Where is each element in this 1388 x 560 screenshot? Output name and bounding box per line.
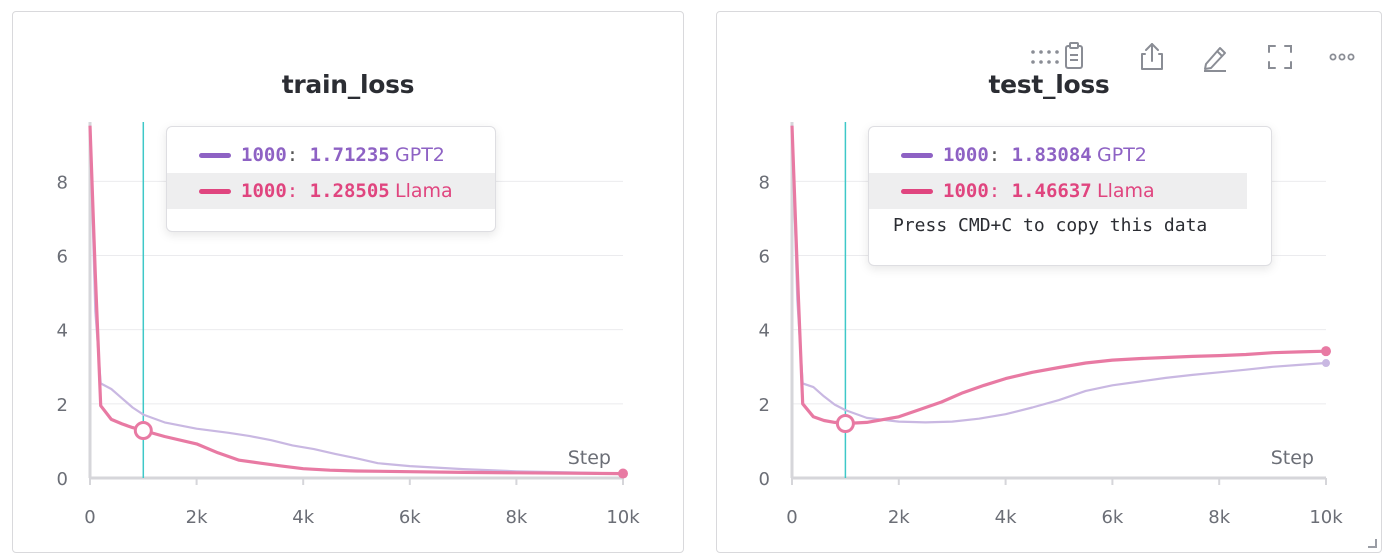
series-end-point [1321,346,1331,357]
tooltip-series-name: Llama [395,180,453,202]
tooltip-step: 1000 [943,144,989,166]
llama-swatch [199,189,231,194]
series-end-point [618,468,628,479]
y-tick-label: 6 [57,247,68,268]
test-loss-panel: 0 2 4 6 8 0 2k 4k 6k 8k 10k Step test_loss [716,11,1382,553]
x-tick-label: 4k [292,507,314,528]
series-line-llama [88,125,624,476]
chart-title: test_loss [988,70,1110,99]
x-tick-label: 0 [84,507,95,528]
pencil-icon[interactable] [1198,40,1232,74]
tooltip-series-name: GPT2 [395,144,445,166]
x-tick-label: 8k [1208,507,1230,528]
resize-handle-icon[interactable] [1367,538,1377,548]
x-tick-label: 6k [399,507,421,528]
tooltip-series-name: GPT2 [1097,144,1147,166]
x-tick-label: 2k [888,507,910,528]
tooltip-value: 1.46637 [1011,180,1092,202]
drag-handle-icon[interactable] [1027,40,1091,74]
y-tick-label: 4 [759,321,770,342]
tooltip-row-gpt2: 1000: 1.71235 GPT2 [167,137,495,173]
hover-tooltip: 1000: 1.83084 GPT2 1000: 1.46637 Llama P… [868,126,1272,266]
hover-tooltip: 1000: 1.71235 GPT2 1000: 1.28505 Llama [166,126,496,232]
tooltip-row-gpt2: 1000: 1.83084 GPT2 [869,137,1271,173]
series-line-llama [790,125,1327,426]
train-loss-chart[interactable]: 0 2 4 6 8 0 2k 4k 6k 8k 10k Step [13,12,685,554]
y-tick-label: 8 [759,172,770,193]
copy-hint: Press CMD+C to copy this data [893,215,1208,236]
series-end-point [1322,359,1330,368]
y-tick-label: 2 [759,395,770,416]
tooltip-series-name: Llama [1097,180,1155,202]
y-tick-label: 8 [57,172,68,193]
x-axis-label: Step [1271,447,1314,469]
x-tick-label: 0 [786,507,797,528]
gpt2-swatch [901,153,933,158]
x-tick-label: 4k [995,507,1017,528]
tooltip-row-llama: 1000: 1.28505 Llama [167,173,495,209]
y-tick-label: 6 [759,247,770,268]
series-line-gpt2 [88,125,624,475]
tooltip-step: 1000 [241,180,287,202]
train-loss-panel: 0 2 4 6 8 0 2k 4k 6k 8k 10k Step train_loss 1000: 1… [12,11,684,553]
y-tick-label: 2 [57,395,68,416]
x-tick-label: 6k [1101,507,1123,528]
x-tick-label: 10k [606,507,640,528]
y-tick-label: 4 [57,321,68,342]
hover-point-marker [133,421,153,441]
tooltip-value: 1.83084 [1011,144,1092,166]
tooltip-value: 1.71235 [309,144,390,166]
tooltip-row-llama: 1000: 1.46637 Llama [869,173,1247,209]
share-icon[interactable] [1135,40,1169,74]
y-tick-label: 0 [759,469,770,490]
llama-swatch [901,189,933,194]
tooltip-step: 1000 [943,180,989,202]
x-axis-label: Step [568,447,611,469]
x-tick-label: 8k [505,507,527,528]
y-tick-label: 0 [57,469,68,490]
chart-title: train_loss [281,70,415,99]
hover-point-marker [835,413,855,433]
tooltip-value: 1.28505 [309,180,390,202]
more-icon[interactable] [1325,40,1359,74]
tooltip-step: 1000 [241,144,287,166]
fullscreen-icon[interactable] [1263,40,1297,74]
gpt2-swatch [199,153,231,158]
series-line-gpt2 [790,125,1327,424]
x-tick-label: 10k [1309,507,1343,528]
x-tick-label: 2k [186,507,208,528]
